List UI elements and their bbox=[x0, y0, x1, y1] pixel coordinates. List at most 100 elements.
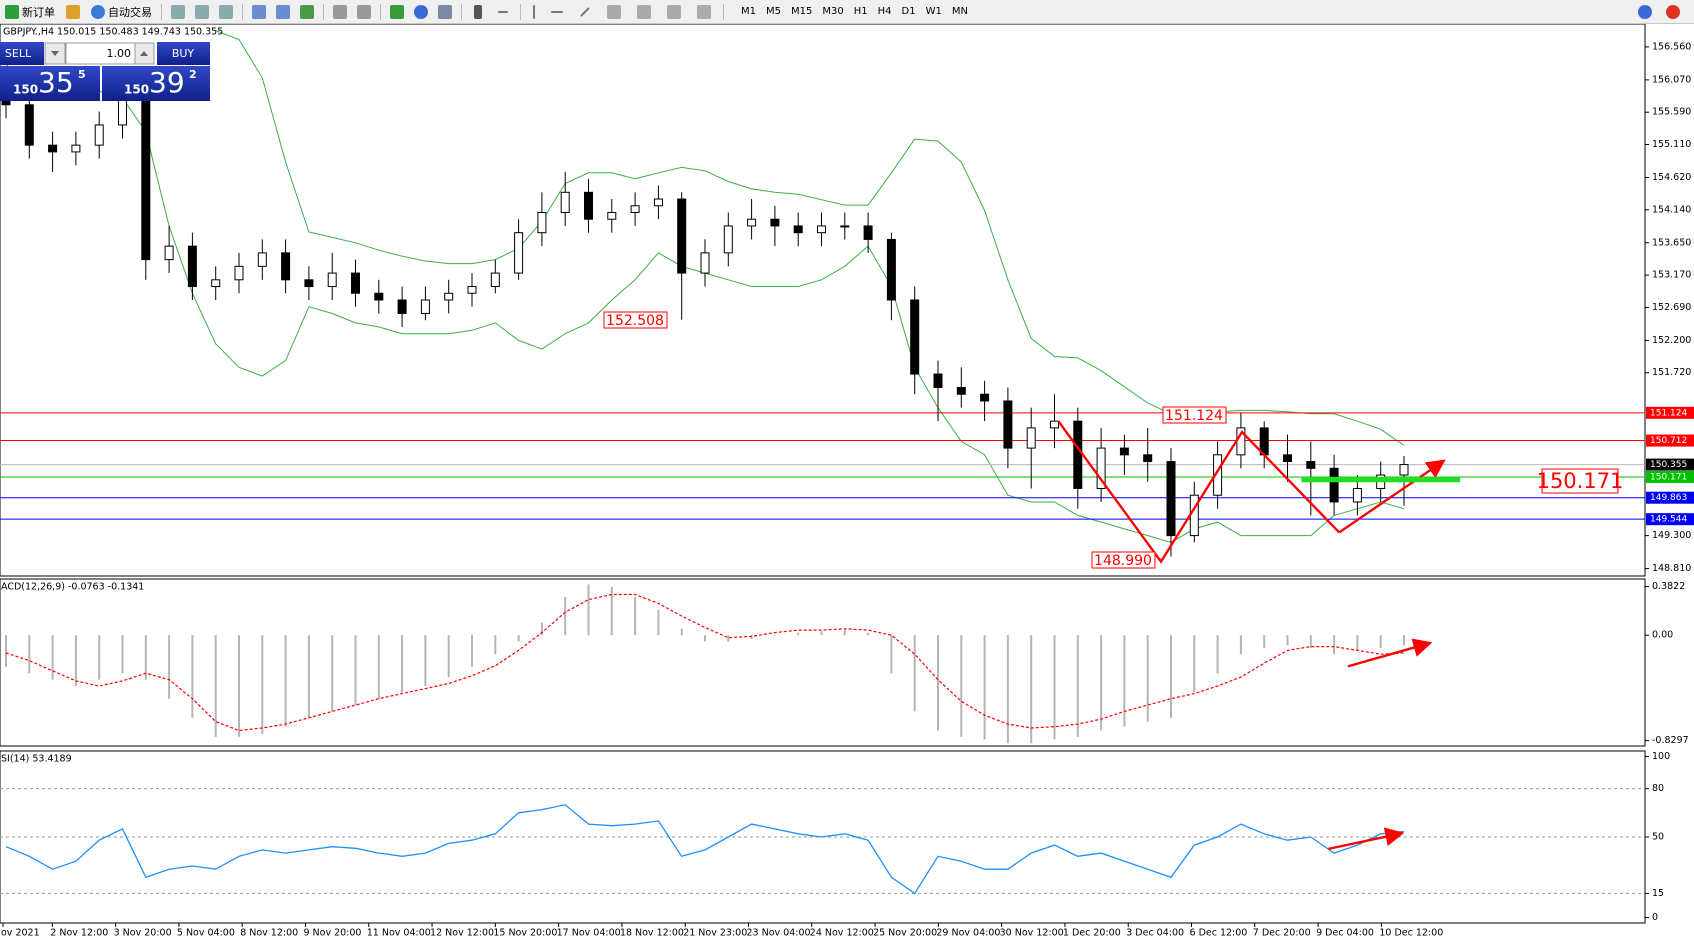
candle-body bbox=[817, 225, 826, 234]
macd-bar bbox=[657, 609, 660, 636]
candle-body bbox=[1283, 454, 1292, 463]
separator bbox=[380, 3, 381, 20]
macd-title: ACD(12,26,9) -0.0763 -0.1341 bbox=[1, 582, 144, 593]
timeframe-button[interactable]: D1 bbox=[897, 2, 921, 22]
timeframe-button[interactable]: M30 bbox=[817, 2, 848, 22]
buy-label: BUY bbox=[172, 47, 195, 60]
auto-trading-button[interactable]: 自动交易 bbox=[86, 2, 157, 22]
macd-bar bbox=[1076, 635, 1079, 737]
buy-price-main: 39 bbox=[149, 66, 185, 99]
candle-body bbox=[1119, 447, 1129, 456]
rsi-arrow bbox=[1328, 827, 1405, 851]
icon bbox=[195, 4, 209, 19]
macd-bar bbox=[74, 635, 77, 687]
candle-body bbox=[281, 252, 291, 281]
y-tick-label: 149.300 bbox=[1652, 530, 1691, 541]
candle-body bbox=[351, 272, 360, 294]
y-tick-label: 152.200 bbox=[1652, 335, 1691, 346]
price-level-tag bbox=[1646, 491, 1694, 504]
icon bbox=[252, 4, 266, 19]
candle-body bbox=[374, 292, 384, 301]
timeframe-button[interactable]: W1 bbox=[921, 2, 947, 22]
candle-body bbox=[653, 198, 663, 207]
button-label: 新订单 bbox=[22, 5, 55, 19]
sell-price-box[interactable] bbox=[0, 66, 100, 101]
icon bbox=[580, 6, 590, 17]
macd-bar bbox=[1146, 635, 1149, 722]
y-tick-label: 152.690 bbox=[1652, 302, 1691, 313]
buy-price-box[interactable] bbox=[102, 66, 210, 101]
x-tick-label: 30 Nov 12:00 bbox=[1000, 928, 1064, 939]
macd-bar bbox=[540, 622, 543, 636]
x-tick-label: 12 Nov 12:00 bbox=[430, 928, 494, 939]
macd-bar bbox=[121, 635, 124, 674]
timeframe-button[interactable]: M1 bbox=[736, 2, 761, 22]
x-tick-label: 9 Dec 04:00 bbox=[1316, 928, 1374, 939]
sell-price-frac: 5 bbox=[78, 68, 86, 81]
candle-body bbox=[187, 245, 197, 288]
x-tick-label: 18 Nov 12:00 bbox=[620, 928, 684, 939]
timeframe-button[interactable]: M5 bbox=[761, 2, 786, 22]
new-order-button[interactable]: 新订单 bbox=[0, 2, 60, 22]
candle-body bbox=[840, 225, 850, 228]
icon bbox=[637, 4, 651, 19]
candle-body bbox=[467, 286, 477, 294]
sell-button[interactable] bbox=[0, 42, 44, 65]
x-tick-label: 8 Nov 12:00 bbox=[240, 928, 298, 939]
lot-down-icon bbox=[51, 51, 59, 56]
trade-panel: SELL 1.00 BUY 150 35 5 150 39 2 bbox=[0, 42, 210, 101]
icon bbox=[357, 4, 371, 19]
lot-up-icon bbox=[140, 51, 148, 56]
x-tick-label: 3 Dec 04:00 bbox=[1126, 928, 1184, 939]
buy-button[interactable] bbox=[157, 42, 210, 65]
icon bbox=[438, 4, 452, 19]
macd-panel bbox=[0, 578, 1646, 747]
alert-icon[interactable] bbox=[1666, 4, 1680, 19]
macd-bar bbox=[1053, 635, 1056, 740]
icon bbox=[91, 4, 105, 19]
macd-bar bbox=[494, 635, 497, 655]
y-tick-label: 151.720 bbox=[1652, 367, 1691, 378]
macd-bar bbox=[1356, 635, 1359, 651]
candle-body bbox=[1399, 464, 1409, 476]
sell-label: SELL bbox=[5, 47, 32, 60]
y-tick-label: 153.650 bbox=[1652, 237, 1691, 248]
macd-bar bbox=[890, 635, 893, 674]
candle-body bbox=[327, 272, 337, 288]
search-icon[interactable] bbox=[1638, 4, 1652, 19]
y-tick-label: 0.3822 bbox=[1652, 581, 1685, 592]
macd-bar bbox=[867, 632, 870, 636]
x-tick-label: 1 Dec 20:00 bbox=[1063, 928, 1121, 939]
timeframe-button[interactable]: MN bbox=[947, 2, 973, 22]
sell-price-main: 35 bbox=[38, 66, 74, 99]
candle-body bbox=[1166, 461, 1176, 537]
candle-body bbox=[71, 144, 81, 153]
timeframe-button[interactable]: H4 bbox=[873, 2, 897, 22]
macd-bar bbox=[960, 635, 963, 737]
x-tick-label: 3 Nov 20:00 bbox=[114, 928, 172, 939]
candle-body bbox=[770, 218, 780, 227]
timeframes: M1 M5 M15 M30 H1 H4 D1 W1 MN bbox=[736, 2, 973, 22]
icon bbox=[667, 4, 681, 19]
x-tick-label: 2 Nov 12:00 bbox=[50, 928, 108, 939]
buy-price-big: 150 bbox=[124, 83, 149, 97]
macd-bar bbox=[144, 635, 147, 680]
icon bbox=[533, 4, 535, 19]
x-tick-label: 10 Dec 12:00 bbox=[1379, 928, 1443, 939]
macd-bar bbox=[1403, 635, 1405, 646]
candle-body bbox=[537, 211, 547, 234]
timeframe-button[interactable]: M15 bbox=[786, 2, 817, 22]
macd-bar bbox=[843, 630, 846, 636]
x-tick-label: 6 Dec 12:00 bbox=[1190, 928, 1248, 939]
timeframe-button[interactable]: H1 bbox=[849, 2, 873, 22]
trend-arrow bbox=[1338, 459, 1446, 534]
price-level-tag bbox=[1646, 513, 1694, 526]
candle-body bbox=[1306, 461, 1316, 469]
x-tick-label: 5 Nov 04:00 bbox=[177, 928, 235, 939]
main-panel bbox=[0, 23, 1646, 577]
x-tick-label: 7 Dec 20:00 bbox=[1253, 928, 1311, 939]
macd-bar bbox=[704, 635, 706, 642]
annotation-box bbox=[603, 311, 668, 329]
separator bbox=[723, 3, 724, 20]
